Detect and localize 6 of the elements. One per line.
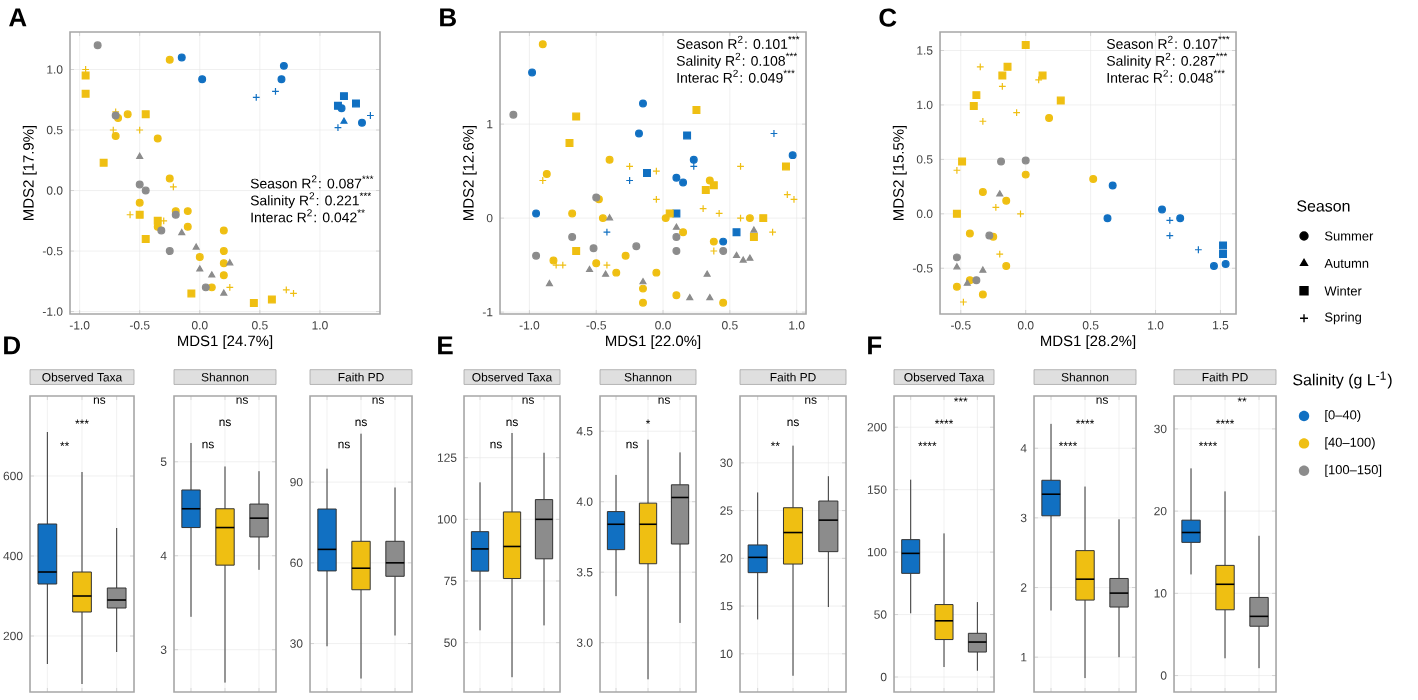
- chart-title: A: [9, 8, 27, 27]
- chart-subtitle: E: [438, 336, 453, 355]
- chart-subtitle: F: [868, 336, 882, 355]
- chart-subtitle: D: [4, 336, 21, 355]
- chart-title: B: [440, 8, 456, 27]
- chart-title: C: [879, 8, 897, 27]
